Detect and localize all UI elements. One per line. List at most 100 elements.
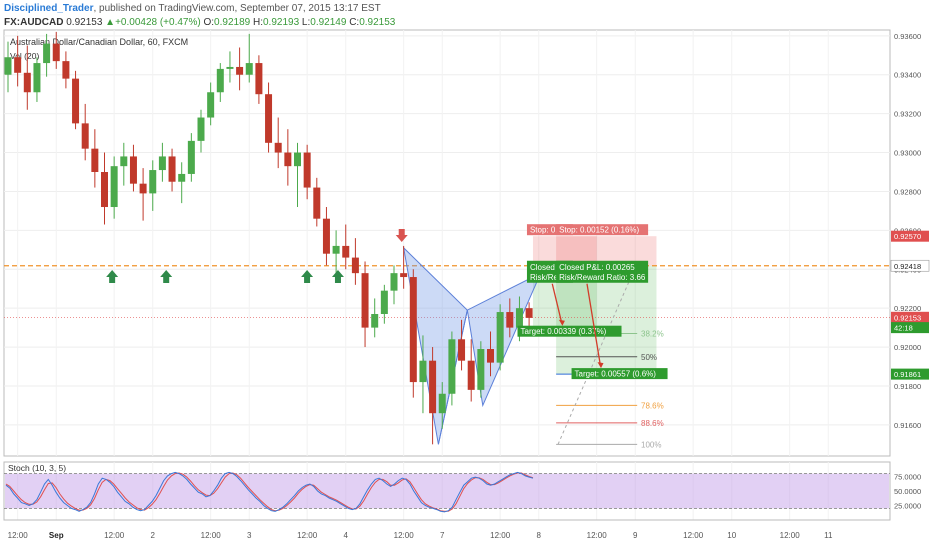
low-label: L:	[301, 17, 311, 28]
candle-body	[380, 290, 388, 314]
candle-body	[467, 360, 475, 390]
y-tick-label: 0.93400	[894, 71, 921, 80]
candle-body	[496, 312, 504, 363]
candle-body	[149, 170, 157, 194]
up-arrow-icon	[331, 270, 344, 283]
candle-body	[477, 349, 485, 390]
candle-body	[158, 156, 166, 171]
high-value: 0.92193	[262, 17, 300, 28]
candle-body	[390, 273, 398, 291]
y-tick-label: 0.91800	[894, 382, 921, 391]
candle-body	[129, 156, 137, 184]
candle-body	[438, 393, 446, 414]
x-tick-label: Sep	[49, 531, 64, 540]
fib-level-label: 88.6%	[641, 419, 664, 428]
candle-body	[506, 312, 514, 328]
fib-level-label: 50%	[641, 353, 657, 362]
candle-body	[400, 273, 408, 278]
candle-body	[168, 156, 176, 182]
stoch-k-line	[5, 471, 534, 513]
publish-info: , published on TradingView.com, Septembe…	[93, 3, 381, 14]
x-tick-label: 11	[824, 531, 833, 540]
candle-body	[429, 360, 437, 414]
price-badge-label: 0.92418	[894, 262, 921, 271]
candle-body	[91, 148, 99, 172]
up-arrow-icon	[301, 270, 314, 283]
target-label-bg	[517, 325, 622, 337]
x-tick-label: 12:00	[780, 531, 801, 540]
candle-body	[448, 339, 456, 394]
x-tick-label: 7	[440, 531, 445, 540]
x-tick-label: 12:00	[297, 531, 318, 540]
last-price: 0.92153	[66, 17, 103, 28]
down-arrow-icon	[395, 229, 408, 242]
x-tick-label: 12:00	[8, 531, 29, 540]
candle-body	[226, 66, 234, 69]
stoch-pane	[3, 461, 891, 521]
symbol-label[interactable]: FX:AUDCAD	[4, 17, 64, 28]
y-tick-label: 0.93600	[894, 32, 921, 41]
x-tick-label: 12:00	[201, 531, 222, 540]
up-arrow-icon	[106, 270, 119, 283]
stop-label: Stop: 0.00	[530, 226, 567, 235]
candle-body	[120, 156, 128, 167]
target-arrow	[551, 283, 563, 324]
x-tick-label: 12:00	[490, 531, 511, 540]
candle-body	[178, 173, 186, 182]
stoch-label: Stoch (10, 3, 5)	[8, 463, 66, 473]
x-tick-label: 12:00	[394, 531, 415, 540]
price-pane	[3, 29, 891, 457]
candle-body	[274, 142, 282, 153]
candle-body	[207, 92, 215, 118]
chart-title: Australian Dollar/Canadian Dollar, 60, F…	[10, 37, 188, 47]
candle-body	[187, 140, 195, 174]
open-label: O:	[203, 17, 215, 28]
price-badge-label: 42:18	[894, 324, 913, 333]
fib-level-label: 38.2%	[641, 329, 664, 338]
candle-body	[313, 187, 321, 219]
close-label: C:	[349, 17, 360, 28]
target-label: Target: 0.00339 (0.37%)	[521, 327, 607, 336]
x-tick-label: 12:00	[683, 531, 704, 540]
stoch-tick-label: 25.0000	[894, 502, 921, 511]
candle-body	[216, 68, 224, 93]
candle-body	[284, 152, 292, 167]
price-badge-label: 0.92153	[894, 313, 921, 322]
price-badge	[890, 259, 930, 272]
x-tick-label: 9	[633, 531, 638, 540]
candle-body	[81, 123, 89, 149]
price-badge-label: 0.92570	[894, 232, 921, 241]
up-arrow-icon	[160, 270, 173, 283]
x-tick-label: 10	[727, 531, 736, 540]
target-arrow	[586, 283, 602, 367]
y-tick-label: 0.93000	[894, 149, 921, 158]
candle-body	[525, 308, 533, 318]
quote-line: FX:AUDCAD 0.92153 ▲+0.00428 (+0.47%) O:0…	[4, 17, 395, 28]
y-tick-label: 0.93200	[894, 110, 921, 119]
y-tick-label: 0.92200	[894, 304, 921, 313]
close-value: 0.92153	[359, 17, 396, 28]
volume-label: Vol (20)	[10, 51, 39, 61]
pnl-label-bg	[556, 260, 649, 283]
y-tick-label: 0.91600	[894, 421, 921, 430]
candle-body	[515, 308, 523, 328]
target-label-bg	[571, 368, 668, 380]
price-badge	[891, 311, 929, 323]
candle-body	[255, 63, 263, 95]
stoch-tick-label: 50.0000	[894, 487, 921, 496]
x-tick-label: 12:00	[104, 531, 125, 540]
price-badge	[891, 322, 929, 334]
candle-body	[265, 94, 273, 143]
candle-body	[322, 218, 330, 254]
author-link[interactable]: Disciplined_Trader	[4, 3, 94, 14]
candle-body	[23, 72, 31, 93]
x-tick-label: 12:00	[587, 531, 608, 540]
price-badge-label: 0.91861	[894, 370, 921, 379]
up-triangle-icon: ▲	[105, 17, 116, 28]
stoch-band	[5, 473, 889, 509]
candle-body	[409, 277, 417, 383]
candle-body	[361, 273, 369, 328]
candle-body	[245, 63, 253, 75]
candle-body	[33, 63, 41, 93]
